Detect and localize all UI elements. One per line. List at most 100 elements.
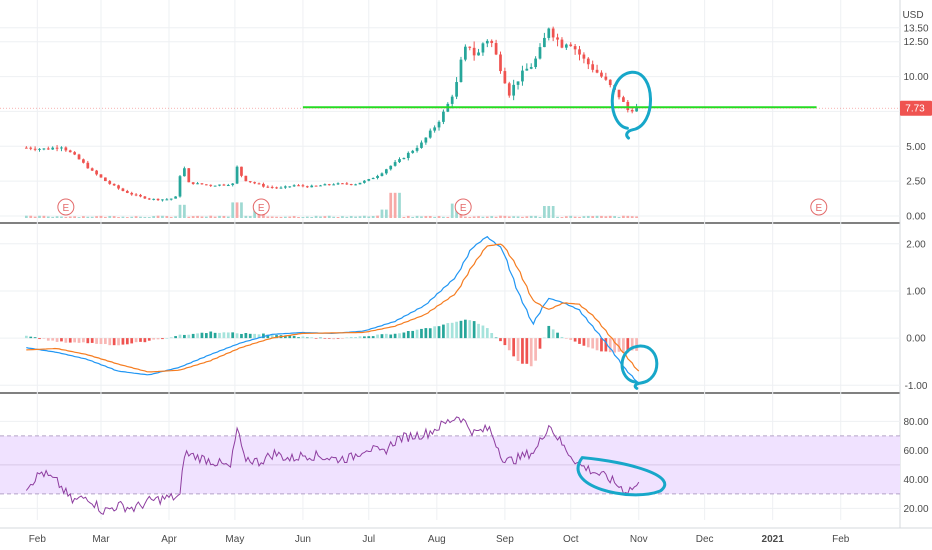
price-candle[interactable]	[345, 182, 349, 185]
price-candle[interactable]	[380, 172, 384, 177]
price-candle[interactable]	[560, 37, 564, 49]
price-candle[interactable]	[402, 157, 406, 160]
rsi-pane[interactable]	[25, 416, 640, 516]
price-annotation-circle[interactable]	[610, 70, 652, 140]
price-candle[interactable]	[455, 77, 458, 100]
price-candle[interactable]	[459, 56, 463, 83]
price-candle[interactable]	[262, 182, 265, 188]
price-candle[interactable]	[253, 181, 256, 185]
price-candle[interactable]	[90, 167, 94, 172]
price-candle[interactable]	[117, 184, 120, 190]
price-candle[interactable]	[521, 65, 524, 86]
macd-annotation-circle[interactable]	[620, 344, 659, 390]
price-candle[interactable]	[490, 39, 494, 48]
price-candle[interactable]	[86, 160, 90, 169]
price-candle[interactable]	[327, 183, 331, 186]
price-candle[interactable]	[147, 197, 151, 200]
price-candle[interactable]	[406, 151, 410, 161]
price-candle[interactable]	[507, 81, 511, 98]
price-candle[interactable]	[125, 189, 129, 194]
price-candle[interactable]	[152, 198, 156, 201]
price-candle[interactable]	[551, 26, 555, 42]
price-candle[interactable]	[564, 43, 568, 50]
price-candle[interactable]	[354, 183, 357, 186]
price-candle[interactable]	[450, 94, 454, 109]
price-candle[interactable]	[240, 166, 243, 178]
price-candle[interactable]	[51, 146, 55, 150]
price-candle[interactable]	[174, 196, 177, 199]
price-candle[interactable]	[499, 51, 502, 74]
price-candle[interactable]	[389, 165, 393, 171]
price-candle[interactable]	[112, 183, 116, 187]
price-candle[interactable]	[104, 177, 107, 182]
price-candle[interactable]	[503, 67, 507, 84]
price-candle[interactable]	[95, 169, 98, 176]
price-candle[interactable]	[538, 43, 542, 60]
price-candle[interactable]	[248, 181, 252, 184]
price-candle[interactable]	[73, 151, 76, 156]
price-candle[interactable]	[292, 184, 296, 187]
support-line[interactable]	[0, 106, 900, 109]
macd-pane[interactable]	[24, 235, 640, 384]
price-candle[interactable]	[600, 70, 603, 78]
hand-drawn-annotations[interactable]	[576, 70, 667, 497]
price-candle[interactable]	[108, 179, 112, 185]
price-candle[interactable]	[512, 79, 516, 101]
price-candle[interactable]	[595, 64, 599, 74]
earnings-marker[interactable]: E	[454, 198, 472, 216]
price-candle[interactable]	[323, 183, 327, 186]
price-candle[interactable]	[547, 27, 551, 41]
price-candle[interactable]	[415, 145, 419, 153]
price-candle[interactable]	[573, 43, 577, 55]
price-candle[interactable]	[481, 42, 485, 56]
price-candle[interactable]	[336, 182, 340, 185]
price-candle[interactable]	[29, 146, 33, 151]
price-candle[interactable]	[310, 184, 314, 188]
price-candle[interactable]	[301, 183, 305, 188]
price-candle[interactable]	[270, 185, 274, 189]
price-candle[interactable]	[226, 183, 230, 187]
price-candle[interactable]	[424, 137, 428, 145]
price-candle[interactable]	[433, 125, 436, 133]
price-candle[interactable]	[68, 149, 72, 153]
price-candle[interactable]	[161, 199, 164, 202]
price-candle[interactable]	[266, 185, 270, 188]
earnings-marker[interactable]: E	[57, 198, 75, 216]
price-candle[interactable]	[411, 149, 415, 154]
price-candle[interactable]	[24, 146, 28, 149]
price-candle[interactable]	[314, 185, 318, 187]
price-candle[interactable]	[169, 198, 173, 201]
price-candle[interactable]	[55, 145, 59, 152]
price-candle[interactable]	[494, 39, 498, 56]
price-candle[interactable]	[622, 95, 625, 103]
price-candle[interactable]	[279, 186, 283, 189]
price-candle[interactable]	[297, 184, 300, 187]
price-candle[interactable]	[204, 184, 208, 186]
price-candle[interactable]	[393, 160, 397, 167]
price-candle[interactable]	[578, 45, 581, 61]
price-candle[interactable]	[42, 148, 46, 151]
price-candle[interactable]	[363, 180, 366, 184]
price-candle[interactable]	[130, 191, 134, 196]
price-candle[interactable]	[60, 146, 63, 152]
price-candle[interactable]	[586, 57, 590, 70]
price-candle[interactable]	[183, 166, 186, 177]
price-candle[interactable]	[99, 174, 103, 178]
earnings-marker[interactable]: E	[810, 198, 828, 216]
price-candle[interactable]	[582, 52, 586, 64]
price-candle[interactable]	[64, 146, 68, 152]
price-candle[interactable]	[165, 198, 169, 201]
price-candle[interactable]	[231, 183, 235, 187]
price-candles[interactable]	[24, 26, 638, 202]
price-candle[interactable]	[371, 177, 375, 180]
price-candle[interactable]	[626, 100, 630, 113]
price-candle[interactable]	[121, 187, 125, 192]
price-candle[interactable]	[428, 128, 432, 139]
price-candle[interactable]	[257, 182, 261, 185]
price-candle[interactable]	[200, 183, 204, 185]
price-candle[interactable]	[477, 48, 480, 56]
price-candle[interactable]	[384, 168, 388, 175]
price-candle[interactable]	[187, 167, 191, 183]
